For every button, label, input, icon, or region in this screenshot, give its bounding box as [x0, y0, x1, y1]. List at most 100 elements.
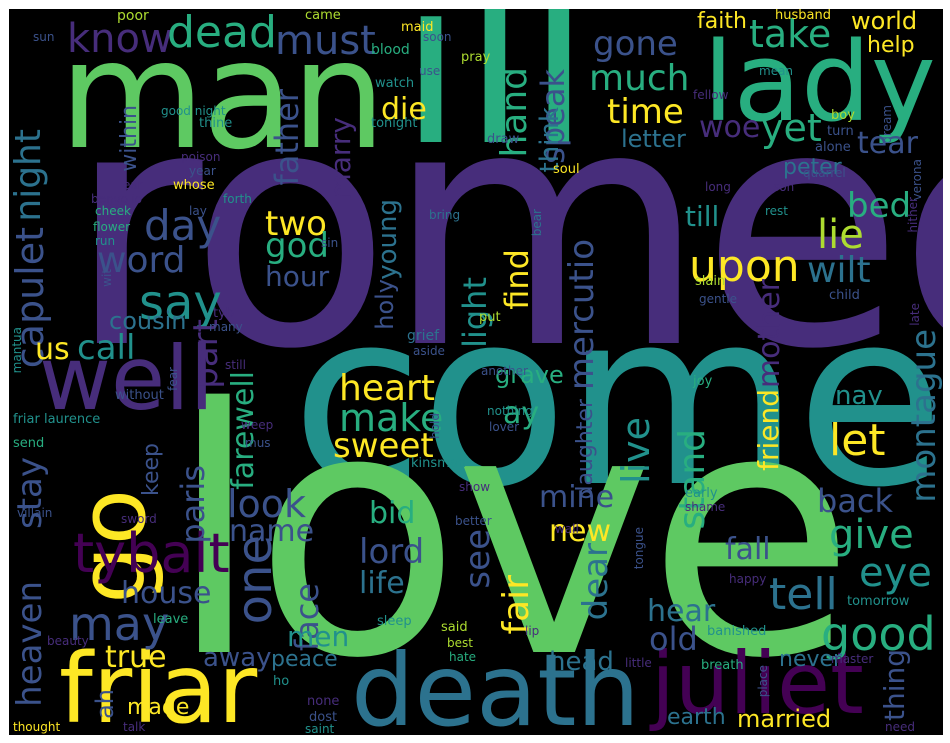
word-ho: ho	[273, 674, 290, 689]
word-place: place	[756, 665, 770, 698]
word-heaven: heaven	[10, 581, 50, 707]
word-god: god	[265, 226, 329, 266]
word-man: man	[59, 9, 386, 183]
word-friar: friar	[59, 633, 258, 735]
word-tonight: tonight	[371, 116, 418, 131]
word-head: head	[549, 647, 614, 677]
word-friend: friend	[752, 389, 785, 471]
word-life: life	[359, 566, 405, 601]
word-friar_laurence: friar laurence	[13, 412, 101, 427]
word-thing: thing	[878, 649, 911, 722]
word-give: give	[829, 512, 914, 558]
word-nay: nay	[835, 381, 883, 411]
word-upon: upon	[689, 241, 800, 292]
word-shame: shame	[685, 500, 726, 514]
word-breath: breath	[701, 658, 744, 673]
word-hate: hate	[449, 650, 477, 664]
word-came: came	[305, 9, 341, 23]
word-long: long	[705, 180, 731, 194]
word-night: night	[9, 129, 49, 222]
word-one: one	[227, 535, 283, 625]
word-lover: lover	[489, 420, 520, 434]
word-tybalt: tybalt	[73, 522, 230, 585]
word-gentle: gentle	[699, 292, 738, 306]
word-paris: paris	[174, 465, 212, 544]
word-let: let	[829, 415, 886, 466]
word-two: two	[265, 204, 327, 244]
word-bear: bear	[530, 209, 544, 237]
word-early: early	[685, 486, 718, 501]
word-tomorrow: tomorrow	[847, 594, 910, 609]
word-married: married	[737, 705, 832, 733]
word-late: late	[908, 303, 922, 326]
wordcloud: romeo come love ill man lady friar death…	[9, 9, 943, 735]
word-say: say	[139, 275, 222, 331]
word-lay: lay	[189, 204, 207, 218]
word-name: name	[229, 514, 315, 549]
word-ear: ear	[123, 178, 143, 192]
word-mantua: mantua	[10, 327, 24, 374]
word-sweet: sweet	[333, 426, 434, 466]
word-men: men	[287, 620, 350, 653]
word-slain: slain	[695, 274, 726, 289]
word-none: none	[307, 694, 340, 709]
word-know: know	[67, 16, 173, 62]
word-turn: turn	[827, 124, 854, 139]
word-look: look	[227, 482, 307, 526]
word-good_night: good night	[161, 104, 226, 118]
word-grave: grave	[495, 361, 564, 389]
word-must: must	[275, 18, 376, 64]
word-mine: mine	[539, 480, 615, 515]
word-montague: montague	[904, 329, 943, 503]
word-help: help	[867, 33, 915, 58]
word-tyb: tyb	[213, 306, 235, 321]
word-still: still	[225, 358, 246, 372]
word-may: may	[69, 597, 170, 651]
word-thine: thine	[199, 116, 233, 131]
word-find: find	[498, 249, 536, 310]
word-grief: grief	[407, 328, 440, 344]
word-bed: bed	[847, 186, 912, 226]
word-stand: stand	[672, 429, 713, 530]
word-marry: marry	[324, 117, 357, 201]
word-year: year	[189, 164, 216, 178]
word-use: use	[419, 64, 441, 78]
word-love: love	[167, 337, 856, 733]
word-mean: mean	[759, 64, 794, 78]
word-put: put	[479, 310, 501, 325]
word-tear: tear	[857, 126, 918, 161]
word-quarrel: quarrel	[803, 166, 846, 180]
word-tell: tell	[769, 569, 838, 620]
word-thought: thought	[13, 720, 61, 734]
word-death: death	[351, 632, 640, 736]
word-true: true	[105, 640, 167, 675]
word-hour: hour	[265, 260, 330, 293]
word-ay: ay	[503, 396, 540, 431]
word-die: die	[381, 92, 427, 127]
word-joy: joy	[693, 374, 713, 389]
word-poor: poor	[117, 9, 149, 24]
word-sword: sword	[121, 512, 157, 526]
word-maid: maid	[401, 20, 434, 35]
word-villain: villain	[17, 506, 53, 520]
word-sun: sun	[33, 30, 55, 44]
word-fall: fall	[725, 532, 771, 567]
word-lord: lord	[359, 532, 425, 572]
word-hold: hold	[428, 413, 442, 439]
word-daughter: daughter	[573, 399, 598, 500]
word-weep: weep	[241, 418, 274, 432]
word-new: new	[549, 514, 612, 549]
word-alone: alone	[815, 140, 851, 155]
word-bring: bring	[429, 208, 461, 222]
word-made: made	[127, 695, 190, 720]
word-rest: rest	[765, 204, 789, 218]
word-little: little	[625, 656, 652, 670]
word-wall: wall	[555, 522, 579, 536]
word-world: world	[851, 9, 918, 35]
word-within: within	[117, 105, 142, 172]
word-holy: holy	[371, 279, 399, 330]
word-show: show	[459, 480, 491, 494]
word-fear: fear	[166, 367, 180, 391]
word-without: without	[115, 388, 164, 403]
word-leave: leave	[153, 612, 189, 627]
